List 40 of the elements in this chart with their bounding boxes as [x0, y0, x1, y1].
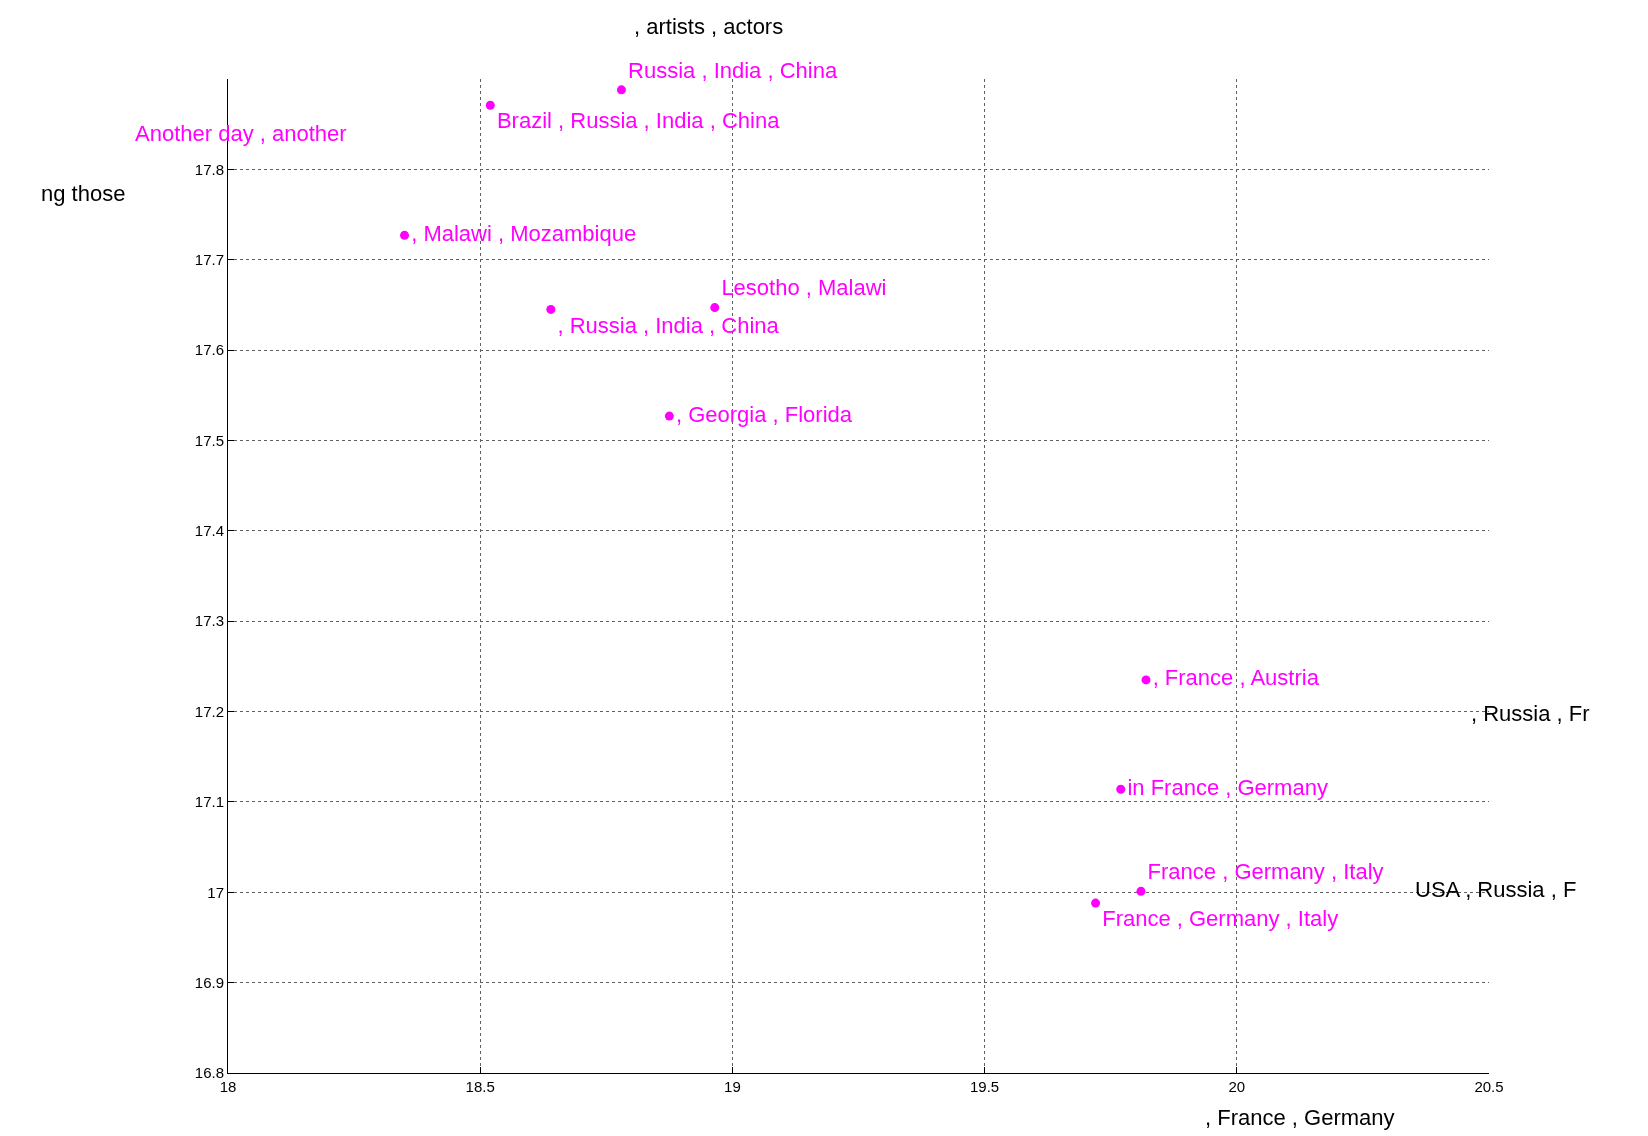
y-tick-label: 17.1 — [194, 793, 224, 811]
point — [1091, 898, 1101, 908]
y-tick-label: 17 — [207, 883, 224, 901]
y-tick-label: 17.5 — [194, 431, 224, 449]
data-label: , Russia , India , China — [557, 312, 780, 338]
y-tick-label: 17.7 — [194, 250, 224, 268]
data-label: , Malawi , Mozambique — [411, 220, 637, 246]
y-tick-label: 17.4 — [194, 522, 224, 540]
data-label: France , Germany , Italy — [1102, 906, 1339, 932]
x-tick-label: 20.5 — [1474, 1078, 1504, 1095]
point — [1141, 675, 1151, 685]
data-label: in France , Germany — [1127, 774, 1328, 800]
y-tick-label: 17.3 — [194, 612, 224, 630]
point — [485, 100, 495, 110]
annotation: , Russia , Fr — [1471, 701, 1590, 726]
point — [1116, 784, 1126, 794]
point — [664, 411, 674, 421]
y-tick-label: 16.9 — [194, 973, 224, 991]
data-label: France , Germany , Italy — [1147, 859, 1384, 885]
x-tick-label: 20 — [1228, 1078, 1246, 1095]
x-tick-label: 19.5 — [970, 1078, 1000, 1095]
data-label: Brazil , Russia , India , China — [496, 108, 781, 134]
data-label: Russia , India , China — [628, 57, 838, 83]
y-axis-title: ng those — [41, 181, 126, 206]
x-tick-label: 18.5 — [465, 1078, 495, 1095]
data-label: , Georgia , Florida — [675, 401, 853, 427]
point — [400, 230, 410, 240]
x-axis-title: , France , Germany — [1205, 1105, 1395, 1130]
x-tick-label: 19 — [724, 1078, 741, 1095]
point — [546, 304, 556, 314]
data-label: Lesotho , Malawi — [721, 275, 887, 301]
y-tick-label: 17.6 — [194, 341, 224, 359]
chart-title: , artists , actors — [634, 13, 784, 39]
y-tick-label: 17.8 — [194, 160, 224, 178]
annotation: USA , Russia , F — [1415, 877, 1577, 902]
point — [710, 303, 720, 313]
point — [616, 85, 626, 95]
point — [1136, 886, 1146, 896]
data-label: , France , Austria — [1152, 665, 1320, 691]
y-tick-label: 17.2 — [194, 702, 224, 720]
